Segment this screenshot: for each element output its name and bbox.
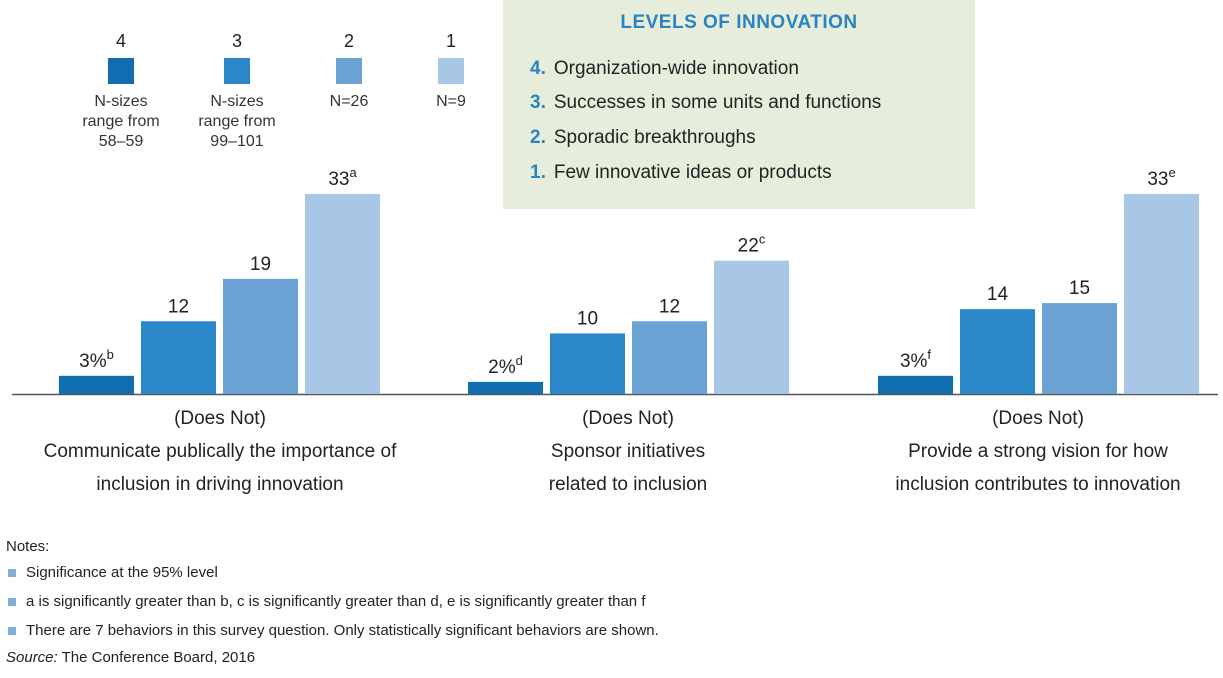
levels-of-innovation-box: LEVELS OF INNOVATION 4. Organization-wide… [503, 0, 975, 209]
bar-level-3 [550, 333, 625, 394]
level-number: 4. [530, 58, 546, 79]
bar-value-label: 3%f [900, 347, 931, 372]
legend: 4 N-sizes range from 58–59 3 N-sizes ran… [0, 0, 500, 180]
note-text: Significance at the 95% level [26, 564, 218, 581]
bar-value-superscript: f [927, 347, 931, 362]
level-number: 1. [530, 162, 546, 183]
bar-level-4 [59, 375, 134, 394]
level-number: 3. [530, 92, 546, 113]
bar-value-label: 22c [738, 232, 766, 257]
caption-does-not: (Does Not) [992, 408, 1084, 429]
group-caption: (Does Not) Provide a strong vision for h… [828, 402, 1223, 501]
legend-item-level-2: 2 N=26 [294, 30, 404, 112]
legend-level-label: 4 [115, 31, 126, 51]
caption-does-not: (Does Not) [174, 408, 266, 429]
level-text: Successes in some units and functions [553, 92, 882, 113]
notes-section: Notes: Significance at the 95% level a i… [6, 537, 1216, 668]
square-bullet-icon [8, 627, 16, 635]
level-number: 2. [530, 127, 546, 148]
note-item: There are 7 behaviors in this survey que… [6, 621, 1216, 641]
bar-value-label: 33e [1147, 165, 1175, 190]
caption-line: Sponsor initiatives [550, 441, 706, 462]
legend-n-size: N-sizes range from 58–59 [82, 93, 160, 150]
note-item: a is significantly greater than b, c is … [6, 592, 1216, 612]
level-text: Sporadic breakthroughs [553, 127, 756, 148]
bar-level-2 [1042, 303, 1117, 394]
legend-item-level-4: 4 N-sizes range from 58–59 [66, 30, 176, 152]
bar-level-1 [1124, 194, 1199, 394]
caption-line: inclusion in driving innovation [96, 474, 344, 495]
note-text: There are 7 behaviors in this survey que… [26, 622, 659, 639]
legend-swatch [438, 58, 464, 84]
square-bullet-icon [8, 598, 16, 606]
caption-does-not: (Does Not) [582, 408, 674, 429]
bar-value-superscript: d [516, 353, 523, 368]
bar-value-label: 14 [987, 284, 1009, 305]
legend-item-level-3: 3 N-sizes range from 99–101 [182, 30, 292, 152]
level-item: 4. Organization-wide innovation [530, 57, 799, 81]
bar-level-4 [878, 375, 953, 394]
levels-box-title: LEVELS OF INNOVATION [620, 12, 858, 33]
legend-item-level-1: 1 N=9 [396, 30, 506, 112]
caption-line: Provide a strong vision for how [908, 441, 1168, 462]
bar-level-3 [960, 309, 1035, 394]
bar-chart: 3%b 12 19 33a 2%d 10 12 22c 3%f 14 15 33e [12, 165, 1218, 396]
caption-line: related to inclusion [548, 474, 708, 495]
level-item: 3. Successes in some units and functions [530, 91, 881, 115]
level-text: Few innovative ideas or products [553, 162, 832, 183]
bar-level-1 [305, 194, 380, 394]
bar-value-label: 15 [1069, 278, 1090, 299]
group-caption: (Does Not) Sponsor initiatives related t… [418, 402, 838, 501]
legend-n-size: N=9 [436, 93, 466, 110]
note-item: Significance at the 95% level [6, 563, 1216, 583]
bar-value-superscript: b [107, 347, 114, 362]
level-text: Organization-wide innovation [553, 58, 799, 79]
legend-level-label: 1 [445, 31, 456, 51]
legend-swatch [336, 58, 362, 84]
legend-level-label: 2 [343, 31, 354, 51]
legend-swatch [224, 58, 250, 84]
bar-value-label: 2%d [488, 353, 523, 378]
level-item: 1. Few innovative ideas or products [530, 161, 832, 185]
legend-n-size: N-sizes range from 99–101 [198, 93, 276, 150]
bar-value-label: 19 [250, 254, 271, 275]
source-label: Source: [6, 649, 58, 666]
square-bullet-icon [8, 569, 16, 577]
caption-line: Communicate publically the importance of [43, 441, 397, 462]
notes-title: Notes: [6, 538, 50, 555]
bar-value-label: 10 [577, 308, 598, 329]
bar-value-label: 12 [659, 296, 680, 317]
source-text: The Conference Board, 2016 [57, 649, 256, 666]
group-caption: (Does Not) Communicate publically the im… [10, 402, 430, 501]
bar-value-superscript: c [759, 232, 766, 247]
caption-line: inclusion contributes to innovation [895, 474, 1181, 495]
bar-value-superscript: e [1168, 165, 1175, 180]
bar-value-label: 3%b [79, 347, 114, 372]
legend-swatch [108, 58, 134, 84]
bar-value-label: 33a [328, 165, 357, 190]
bar-level-4 [468, 381, 543, 394]
bar-level-1 [714, 260, 789, 394]
level-item: 2. Sporadic breakthroughs [530, 126, 756, 150]
legend-level-label: 3 [231, 31, 242, 51]
bar-level-3 [141, 321, 216, 394]
bar-level-2 [223, 278, 298, 394]
source-line: Source: The Conference Board, 2016 [6, 648, 1216, 668]
note-text: a is significantly greater than b, c is … [26, 593, 646, 610]
bar-value-label: 12 [168, 296, 189, 317]
bar-value-superscript: a [349, 165, 357, 180]
bar-level-2 [632, 321, 707, 394]
legend-n-size: N=26 [329, 93, 369, 110]
